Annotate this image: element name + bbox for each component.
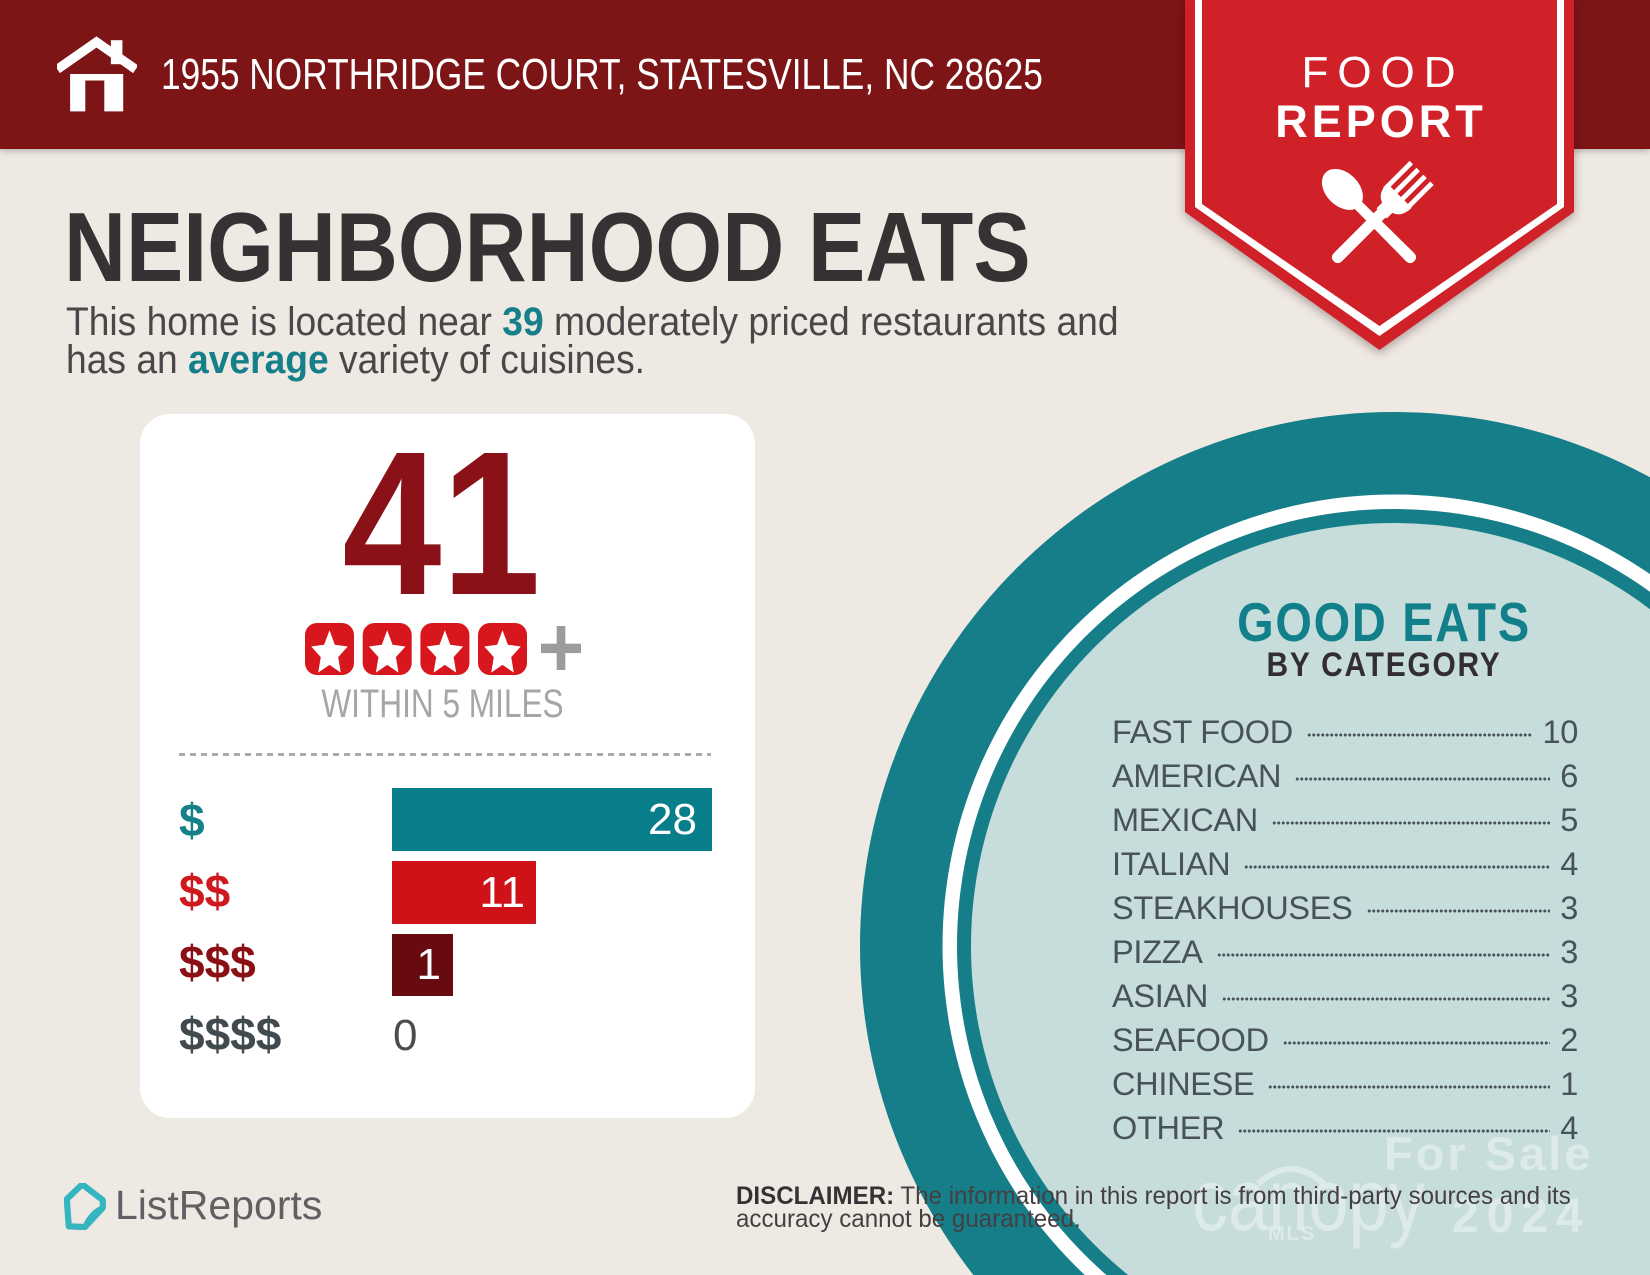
svg-text:FOOD: FOOD: [1301, 48, 1464, 97]
svg-text:REPORT: REPORT: [1275, 96, 1487, 147]
